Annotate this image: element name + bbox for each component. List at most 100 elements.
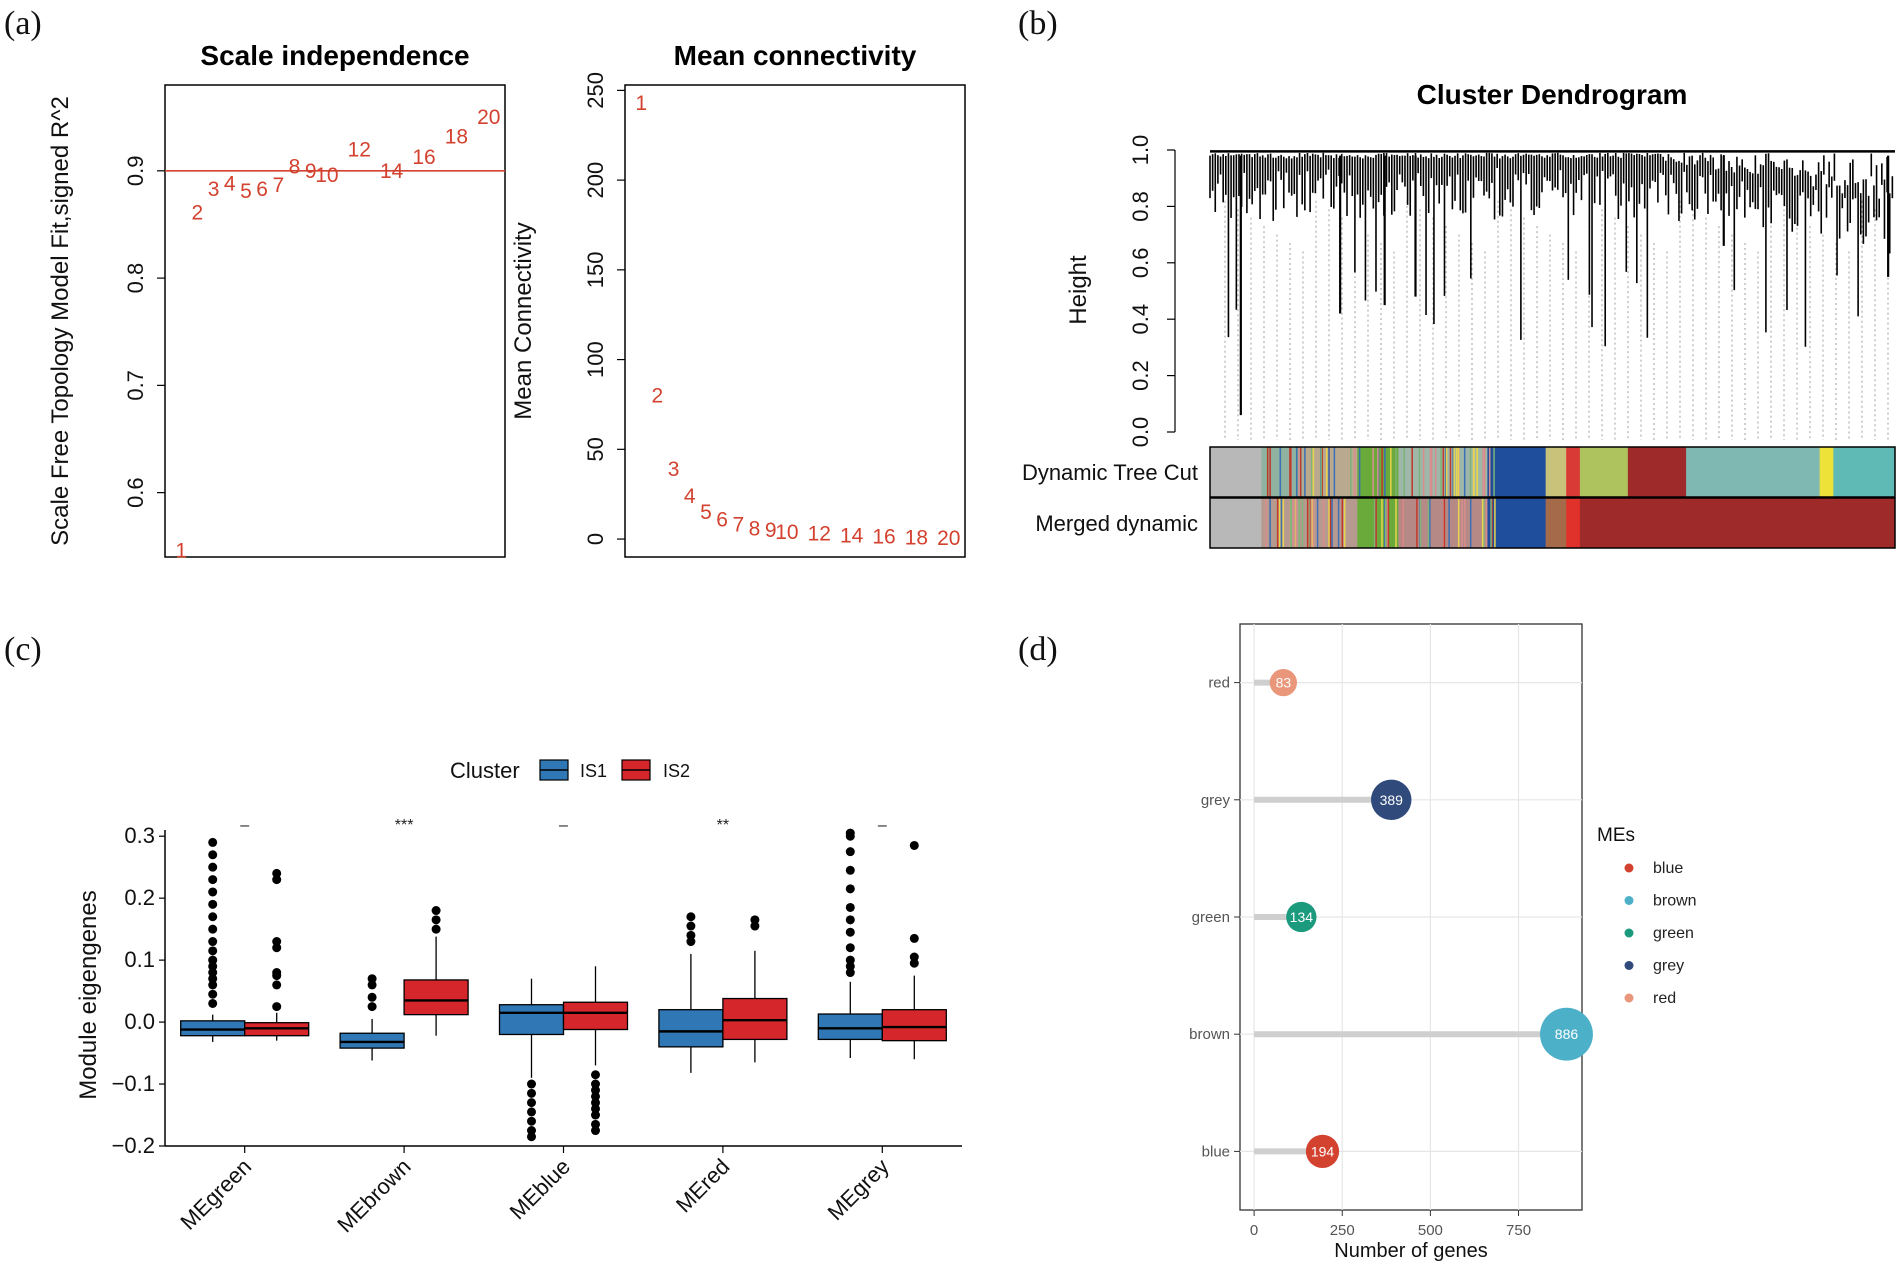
color-stripe bbox=[1427, 498, 1430, 548]
color-segment bbox=[1545, 498, 1567, 548]
outlier-point bbox=[686, 937, 696, 947]
lollipop-head bbox=[1540, 1007, 1593, 1061]
color-segment bbox=[1833, 447, 1896, 497]
significance-label: – bbox=[240, 817, 249, 834]
color-stripe bbox=[1306, 498, 1309, 548]
x-tick-label: MEgreen bbox=[175, 1154, 256, 1235]
color-stripe bbox=[1463, 447, 1466, 497]
color-stripe bbox=[1265, 498, 1268, 548]
y-tick-label: grey bbox=[1201, 792, 1231, 809]
color-stripe bbox=[1269, 447, 1271, 497]
y-tick-label: 1.0 bbox=[1128, 135, 1153, 166]
color-stripe bbox=[1429, 498, 1431, 548]
cluster-dendrogram-chart: Cluster Dendrogram Height Dynamic Tree C… bbox=[1022, 79, 1896, 549]
outlier-point bbox=[367, 1002, 377, 1012]
color-stripe bbox=[1430, 447, 1433, 497]
color-stripe bbox=[1384, 498, 1387, 548]
color-stripe bbox=[1390, 447, 1392, 497]
point-label: 6 bbox=[716, 508, 728, 531]
number-of-genes-chart: Number of genes MEs blue brown green grey re… bbox=[1189, 623, 1697, 1262]
legend-swatch bbox=[1624, 863, 1634, 873]
point-label: 10 bbox=[775, 521, 798, 544]
lollipop-head bbox=[1269, 668, 1298, 697]
outlier-point bbox=[208, 937, 218, 947]
merged-dynamic-bar bbox=[1209, 497, 1896, 549]
outlier-point bbox=[845, 927, 855, 937]
color-stripe bbox=[1298, 447, 1300, 497]
color-stripe bbox=[1457, 498, 1460, 548]
y-tick-label: 0.4 bbox=[1128, 304, 1153, 335]
color-stripe bbox=[1328, 498, 1330, 548]
y-tick-label: 250 bbox=[583, 72, 608, 109]
value-label: 134 bbox=[1290, 909, 1314, 925]
outlier-point bbox=[591, 1091, 600, 1101]
color-stripe bbox=[1321, 447, 1323, 497]
panel-label-c: (c) bbox=[4, 631, 42, 668]
y-tick-label: 0 bbox=[583, 533, 608, 545]
legend-swatch bbox=[1624, 928, 1634, 938]
outlier-point bbox=[208, 837, 218, 847]
color-stripe bbox=[1304, 447, 1306, 497]
outlier-point bbox=[845, 847, 855, 857]
legend-swatch bbox=[1624, 961, 1634, 970]
color-stripe bbox=[1490, 498, 1492, 548]
significance-label: – bbox=[559, 817, 568, 834]
significance-label: – bbox=[878, 817, 887, 834]
color-stripe bbox=[1483, 447, 1486, 497]
point-label: 1 bbox=[635, 92, 647, 115]
color-stripe bbox=[1333, 447, 1336, 497]
point-label: 3 bbox=[208, 178, 220, 201]
outlier-point bbox=[909, 933, 919, 943]
color-stripe bbox=[1445, 447, 1448, 497]
point-label: 4 bbox=[684, 485, 696, 508]
color-stripe bbox=[1290, 498, 1292, 548]
color-stripe bbox=[1341, 498, 1344, 548]
y-tick-label: 0.7 bbox=[123, 370, 148, 401]
color-stripe bbox=[1442, 447, 1445, 497]
color-stripe bbox=[1491, 498, 1493, 548]
color-stripe bbox=[1381, 447, 1383, 497]
color-stripe bbox=[1476, 447, 1478, 497]
color-segment bbox=[1579, 447, 1629, 497]
color-stripe bbox=[1395, 498, 1397, 548]
outlier-point bbox=[208, 875, 218, 885]
color-stripe bbox=[1453, 447, 1455, 497]
x-tick-label: MEblue bbox=[505, 1154, 575, 1224]
box bbox=[881, 1009, 947, 1042]
color-stripe bbox=[1295, 498, 1298, 548]
color-stripe bbox=[1269, 498, 1271, 548]
color-stripe bbox=[1282, 498, 1285, 548]
outlier-point bbox=[208, 887, 218, 897]
outlier-point bbox=[591, 1119, 600, 1129]
y-tick-label: −0.2 bbox=[112, 1133, 155, 1158]
outlier-point bbox=[750, 915, 760, 925]
outlier-point bbox=[272, 937, 282, 947]
color-stripe bbox=[1434, 447, 1437, 497]
color-segment bbox=[1566, 498, 1581, 548]
color-stripe bbox=[1488, 447, 1491, 497]
y-tick-label: 0.8 bbox=[123, 263, 148, 294]
legend-title: MEs bbox=[1597, 825, 1635, 846]
significance-label: *** bbox=[395, 817, 414, 834]
outlier-point bbox=[208, 998, 218, 1008]
x-tick-label: MEred bbox=[671, 1154, 734, 1217]
row-label-merged-dynamic: Merged dynamic bbox=[1035, 511, 1198, 536]
value-label: 194 bbox=[1311, 1143, 1335, 1159]
color-stripe bbox=[1494, 498, 1496, 548]
color-stripe bbox=[1278, 498, 1281, 548]
outlier-point bbox=[845, 865, 855, 875]
point-label: 5 bbox=[700, 501, 712, 524]
outlier-point bbox=[591, 1110, 600, 1120]
color-stripe bbox=[1354, 447, 1356, 497]
outlier-point bbox=[272, 868, 282, 878]
color-stripe bbox=[1440, 447, 1442, 497]
module-eigengenes-chart: Module eigengenes Cluster IS1 IS2 −0.2 −0… bbox=[75, 758, 962, 1237]
legend-title: Cluster bbox=[450, 758, 520, 783]
color-segment bbox=[1210, 498, 1262, 548]
outlier-point bbox=[527, 1088, 536, 1098]
outlier-point bbox=[686, 921, 696, 931]
color-segment bbox=[1487, 447, 1547, 497]
outlier-point bbox=[208, 980, 218, 990]
color-stripe bbox=[1386, 498, 1389, 548]
